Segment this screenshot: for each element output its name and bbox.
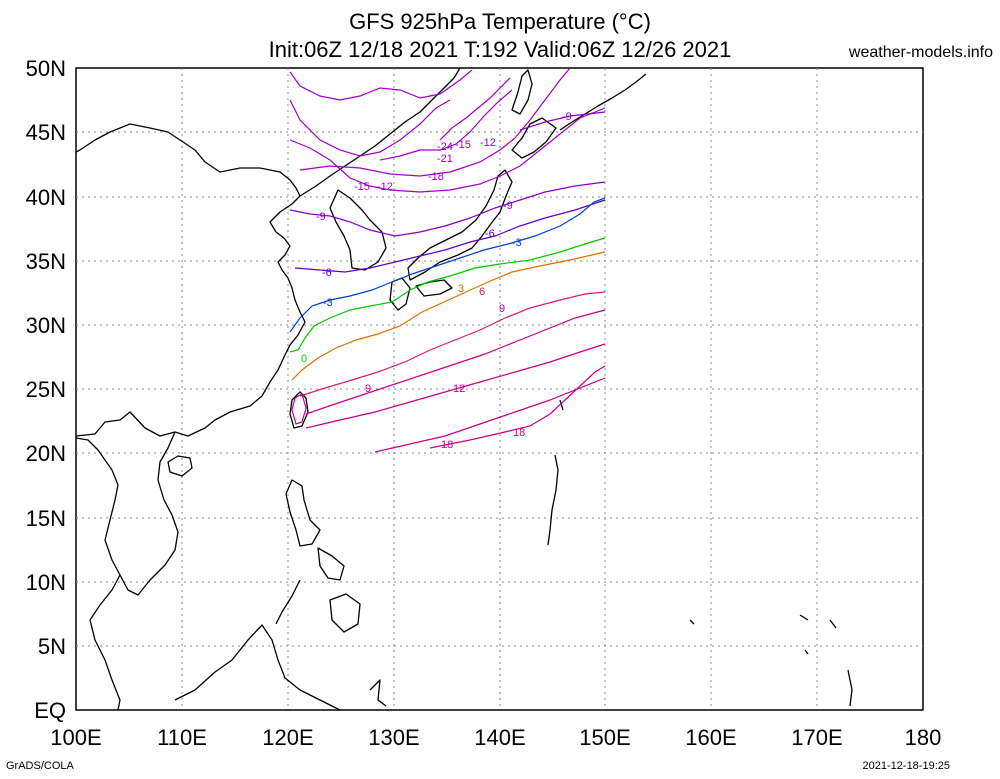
contour-labels: -24 -21 -18 -15 -12 -9 -6 -3 0 3 6 9 12 …	[301, 111, 572, 451]
coastline-honshu	[407, 169, 513, 281]
lat-label: 30N	[26, 313, 66, 338]
coastline-marianas	[547, 454, 559, 546]
coastline-hokkaido	[511, 117, 557, 159]
contour-minus21	[379, 89, 513, 161]
contour-minus15	[289, 107, 606, 193]
contour-label: -21	[437, 153, 453, 165]
footer-software: GrADS/COLA	[6, 760, 74, 772]
contour-label: -12	[480, 137, 496, 149]
coastline-mainland	[75, 123, 306, 437]
contour-label: 18	[441, 439, 453, 451]
footer-timestamp: 2021-12-18-19:25	[862, 760, 950, 772]
contour-label: 9	[365, 383, 371, 395]
coastline-korea	[329, 189, 387, 271]
lat-label: 35N	[26, 249, 66, 274]
coastline-hainan	[167, 455, 193, 477]
lat-label: 50N	[26, 56, 66, 81]
lat-label: 5N	[38, 634, 66, 659]
contour-18	[429, 365, 606, 449]
lon-label: 120E	[262, 725, 313, 750]
contour-label: 3	[458, 283, 464, 295]
coastline-marshall	[847, 669, 853, 707]
lat-label: 10N	[26, 570, 66, 595]
lat-label: 15N	[26, 506, 66, 531]
contour-label: -9	[562, 111, 572, 123]
contour-label: -9	[503, 200, 513, 212]
coastline-mindanao	[329, 593, 361, 633]
coastline-visayas	[317, 547, 345, 581]
lat-label: 20N	[26, 441, 66, 466]
contour-label: -12	[377, 181, 393, 193]
coastline-taiwan	[289, 391, 309, 429]
contour-label: 9	[499, 303, 505, 315]
contour-label: -15	[354, 181, 370, 193]
coastline-bonin	[559, 399, 564, 411]
contour-3	[291, 251, 606, 381]
lon-label: 130E	[368, 725, 419, 750]
lon-label: 100E	[50, 725, 101, 750]
contour-minus12-north	[289, 69, 473, 101]
contour-minus12	[289, 99, 451, 157]
lon-label: 160E	[685, 725, 736, 750]
contour-minus9	[289, 181, 606, 237]
coastline-micronesia-2	[799, 614, 837, 655]
contour-label: -9	[316, 211, 326, 223]
coastline-borneo	[174, 624, 341, 711]
contour-9	[305, 309, 606, 415]
contour-minus18	[299, 67, 571, 177]
coastline-indochina	[75, 431, 179, 596]
contour-taiwan-loop	[291, 393, 307, 425]
lon-label: 150E	[579, 725, 630, 750]
lon-label: 180	[905, 725, 942, 750]
lat-label: 45N	[26, 120, 66, 145]
coastline-luzon	[285, 479, 321, 547]
coastline-sulawesi	[369, 679, 387, 707]
latitude-labels: 50N 45N 40N 35N 30N 25N 20N 15N 10N 5N E…	[26, 56, 66, 723]
gridlines	[76, 68, 923, 710]
coastline-micronesia-1	[689, 619, 695, 625]
coastline-palawan	[275, 579, 301, 625]
contour-6	[299, 291, 606, 397]
lon-label: 140E	[474, 725, 525, 750]
contour-minus3	[289, 197, 606, 333]
lon-label: 110E	[157, 725, 207, 750]
contour-minus6	[294, 199, 606, 273]
contour-minus9-north	[519, 111, 606, 131]
contour-label: 12	[453, 383, 465, 395]
contour-12	[305, 343, 606, 429]
contour-label: 6	[479, 286, 485, 298]
site-watermark: weather-models.info	[848, 44, 993, 61]
contour-label: -6	[322, 267, 332, 279]
coastline-kyushu	[389, 277, 411, 311]
contour-label: -18	[428, 171, 444, 183]
map-subtitle: Init:06Z 12/18 2021 T:192 Valid:06Z 12/2…	[268, 37, 732, 62]
temperature-contours	[289, 67, 606, 453]
map-title: GFS 925hPa Temperature (°C)	[349, 9, 651, 34]
contour-label: -24	[437, 141, 453, 153]
contour-label: 0	[301, 353, 307, 365]
contour-minus24	[439, 77, 511, 141]
lat-label: EQ	[34, 698, 66, 723]
contour-label: -3	[512, 237, 522, 249]
coastline-russia	[299, 67, 461, 197]
lon-label: 170E	[791, 725, 842, 750]
coastline-malay	[89, 574, 121, 711]
contour-label: -6	[485, 228, 495, 240]
contour-label: -3	[323, 297, 333, 309]
coastline-shikoku	[415, 279, 453, 297]
longitude-labels: 100E 110E 120E 130E 140E 150E 160E 170E …	[50, 725, 941, 750]
contour-label: -15	[455, 139, 471, 151]
contour-label: 18	[513, 427, 525, 439]
coastline-sakhalin	[511, 69, 533, 115]
contour-0	[289, 237, 606, 353]
lat-label: 40N	[26, 185, 66, 210]
coastline-kurils	[559, 73, 647, 131]
lat-label: 25N	[26, 377, 66, 402]
